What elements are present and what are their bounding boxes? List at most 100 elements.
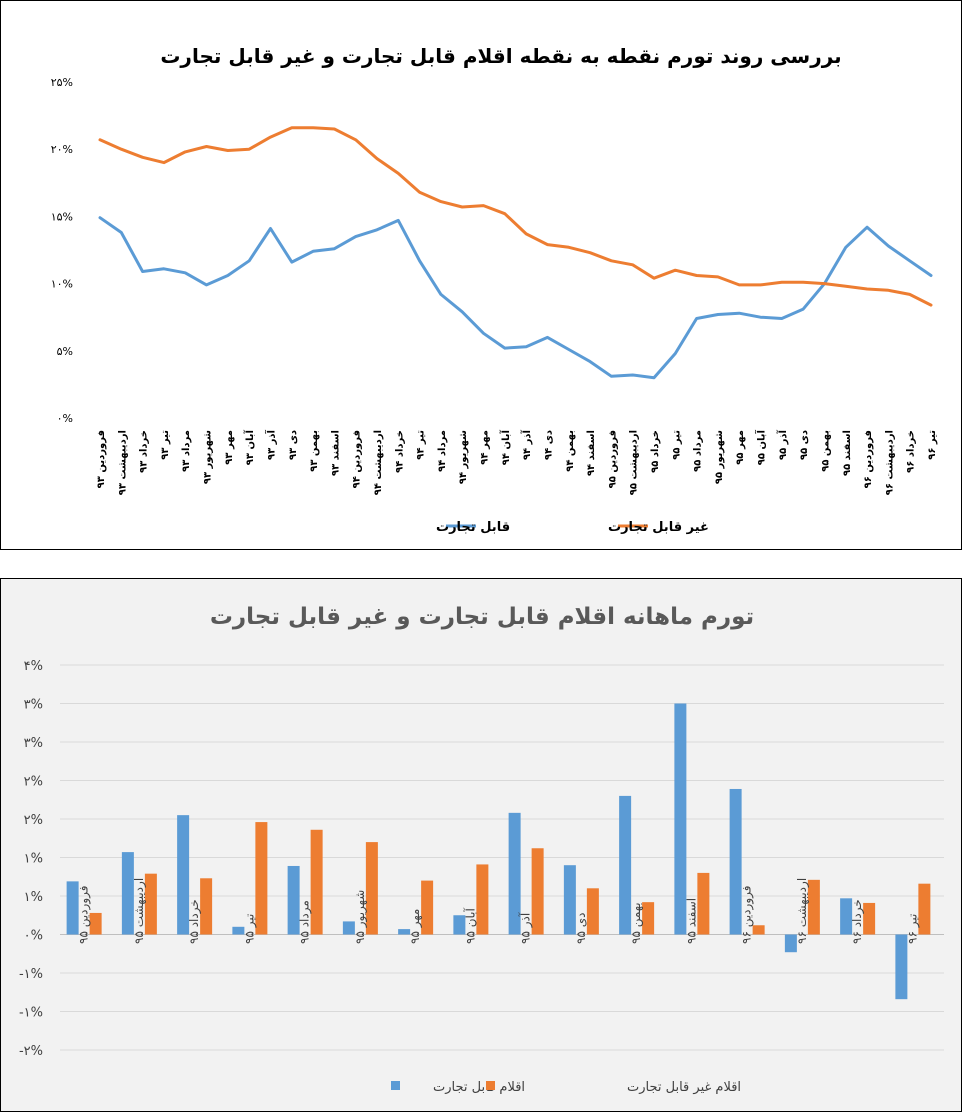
x-tick-label: خرداد ۹۶ xyxy=(906,430,917,473)
x-tick-label: آبان ۹۳ xyxy=(243,429,256,465)
y-tick-label: -۱% xyxy=(19,1006,43,1021)
x-tick-label: شهریور ۹۳ xyxy=(203,430,214,484)
bar-series-1 xyxy=(177,815,190,935)
x-tick-label: فروردین ۹۶ xyxy=(863,430,874,488)
x-tick-label: تیر ۹۴ xyxy=(416,430,427,460)
x-tick-label: تیر ۹۵ xyxy=(671,430,682,460)
series-line-2 xyxy=(98,126,933,307)
x-tick-label: فروردین ۹۶ xyxy=(740,886,755,944)
x-tick-label: دی ۹۵ xyxy=(799,430,810,460)
bar-series-1 xyxy=(232,926,245,935)
x-tick-label: اسفند ۹۴ xyxy=(586,430,597,476)
x-tick-label: تیر ۹۶ xyxy=(905,914,920,944)
x-tick-label: خرداد ۹۵ xyxy=(650,430,661,473)
bar-series-2 xyxy=(586,888,599,935)
bar-series-2 xyxy=(697,872,710,935)
bar-series-2 xyxy=(863,902,876,935)
x-tick-label: اسفند ۹۵ xyxy=(684,898,698,944)
y-tick-label: ۴% xyxy=(24,659,43,674)
y-tick-label: ۵% xyxy=(57,345,73,358)
chart-title: تورم ماهانه اقلام قابل تجارت و غیر قابل … xyxy=(210,604,754,630)
x-tick-label: مرداد ۹۳ xyxy=(181,430,192,472)
x-tick-label: مرداد ۹۵ xyxy=(693,430,704,472)
y-tick-label: ۳% xyxy=(24,698,43,713)
bar-series-2 xyxy=(310,829,323,935)
x-tick-label: مهر ۹۴ xyxy=(480,430,491,465)
x-tick-label: خرداد ۹۳ xyxy=(139,430,150,473)
legend-label: اقلام قابل تجارت xyxy=(433,1080,525,1095)
x-tick-label: خرداد ۹۴ xyxy=(394,430,405,473)
bar-series-1 xyxy=(287,865,300,935)
bar-series-1 xyxy=(453,915,466,935)
x-tick-label: دی ۹۳ xyxy=(288,430,299,460)
bar-series-1 xyxy=(66,881,79,935)
bar-series-2 xyxy=(421,880,434,935)
x-tick-label: تیر ۹۳ xyxy=(160,430,171,460)
x-tick-label: فروردین ۹۴ xyxy=(352,430,363,488)
bar-series-2 xyxy=(255,822,268,935)
trend-chart-panel: بررسی روند تورم نقطه به نقطه اقلام قابل … xyxy=(0,0,962,550)
legend-swatch xyxy=(486,1081,495,1090)
x-tick-label: مهر ۹۳ xyxy=(224,430,235,465)
x-tick-label: خرداد ۹۶ xyxy=(850,899,865,944)
x-tick-label: مرداد ۹۴ xyxy=(437,430,448,472)
y-tick-label: ۱% xyxy=(24,890,43,905)
series-line-1 xyxy=(98,216,933,380)
bar-series-1 xyxy=(342,921,355,935)
y-tick-label: ۱۵% xyxy=(51,210,73,223)
y-tick-label: ۰% xyxy=(24,929,43,944)
bar-series-2 xyxy=(642,902,655,935)
bar-series-1 xyxy=(563,865,576,935)
y-tick-label: ۰% xyxy=(57,412,73,425)
x-tick-label: آذر ۹۵ xyxy=(776,429,789,460)
bar-series-2 xyxy=(531,848,544,935)
monthly-chart-panel: تورم ماهانه اقلام قابل تجارت و غیر قابل … xyxy=(0,578,962,1112)
x-tick-label: شهریور ۹۵ xyxy=(353,890,368,944)
x-tick-label: فروردین ۹۵ xyxy=(77,886,92,944)
x-tick-label: خرداد ۹۵ xyxy=(187,899,202,944)
bar-series-1 xyxy=(895,934,908,1000)
bar-series-2 xyxy=(807,879,820,935)
x-tick-label: آذر ۹۵ xyxy=(518,912,534,944)
x-tick-label: اسفند ۹۵ xyxy=(842,430,853,476)
bar-series-1 xyxy=(508,812,521,935)
y-tick-label: ۳% xyxy=(24,736,43,751)
x-tick-label: دی ۹۴ xyxy=(543,430,554,460)
x-tick-label: آذر ۹۴ xyxy=(520,429,533,460)
bar-series-2 xyxy=(144,873,157,935)
x-tick-label: آبان ۹۵ xyxy=(755,429,768,465)
legend-label: قابل تجارت xyxy=(436,520,510,535)
x-tick-label: اردیبهشت ۹۴ xyxy=(373,430,384,495)
x-tick-label: فروردین ۹۵ xyxy=(607,430,618,488)
bar-series-2 xyxy=(89,912,102,935)
y-tick-label: ۲% xyxy=(24,775,43,790)
x-tick-label: اردیبهشت ۹۵ xyxy=(629,430,640,495)
x-tick-label: بهمن ۹۵ xyxy=(820,430,831,472)
x-tick-label: اردیبهشت ۹۳ xyxy=(117,430,128,495)
trend-line-chart: بررسی روند تورم نقطه به نقطه اقلام قابل … xyxy=(51,44,938,535)
chart-title: بررسی روند تورم نقطه به نقطه اقلام قابل … xyxy=(160,44,841,68)
bar-series-2 xyxy=(918,883,931,935)
legend-label: غیر قابل تجارت xyxy=(608,520,709,535)
x-tick-label: مرداد ۹۵ xyxy=(298,900,313,944)
x-tick-label: بهمن ۹۵ xyxy=(629,902,644,944)
bar-series-1 xyxy=(840,898,853,935)
x-tick-label: شهریور ۹۴ xyxy=(458,430,469,484)
x-tick-label: دی ۹۵ xyxy=(574,913,588,944)
x-tick-label: مهر ۹۵ xyxy=(408,909,423,944)
x-tick-label: آبان ۹۵ xyxy=(462,907,477,944)
y-tick-label: ۱۰% xyxy=(51,278,73,291)
y-tick-label: ۲۰% xyxy=(51,143,73,156)
legend-swatch xyxy=(391,1081,400,1090)
x-tick-label: اردیبهشت ۹۶ xyxy=(884,430,895,495)
x-tick-label: اردیبهشت ۹۶ xyxy=(795,878,810,944)
bar-series-2 xyxy=(476,864,489,935)
bar-series-1 xyxy=(674,703,687,935)
legend-label: اقلام غیر قابل تجارت xyxy=(627,1080,741,1095)
y-tick-label: ۲% xyxy=(24,813,43,828)
bar-series-1 xyxy=(121,852,134,935)
monthly-bar-chart: تورم ماهانه اقلام قابل تجارت و غیر قابل … xyxy=(19,604,944,1095)
x-tick-label: تیر ۹۵ xyxy=(242,914,257,944)
x-tick-label: آذر ۹۳ xyxy=(264,429,277,460)
x-tick-label: اردیبهشت ۹۵ xyxy=(132,878,147,944)
